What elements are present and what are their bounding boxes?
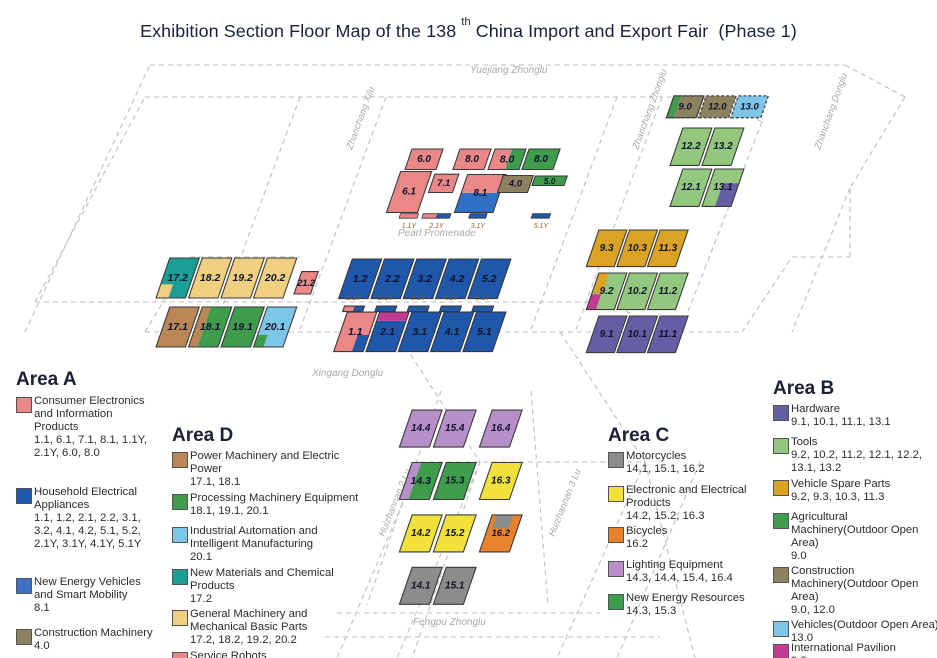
svg-text:Yuejiang Zhonglu: Yuejiang Zhonglu — [470, 65, 548, 76]
svg-text:17.2: 17.2 — [167, 272, 188, 284]
svg-text:4.2: 4.2 — [449, 273, 465, 285]
svg-text:16.2: 16.2 — [492, 528, 511, 539]
svg-text:8.0: 8.0 — [465, 154, 479, 165]
svg-text:7.1: 7.1 — [437, 178, 450, 189]
svg-text:1.1Y: 1.1Y — [346, 293, 362, 302]
svg-text:14.4: 14.4 — [411, 423, 431, 434]
svg-text:Huizhannan 3 Lu: Huizhannan 3 Lu — [547, 467, 584, 538]
svg-text:11.1: 11.1 — [658, 329, 677, 340]
svg-text:5.0: 5.0 — [544, 176, 556, 186]
svg-text:10.1: 10.1 — [627, 329, 647, 340]
svg-text:4.0: 4.0 — [508, 179, 523, 190]
svg-text:9.2: 9.2 — [600, 286, 614, 297]
svg-text:10.2: 10.2 — [627, 286, 647, 297]
svg-text:9.0: 9.0 — [679, 101, 693, 112]
svg-text:13.2: 13.2 — [713, 141, 733, 152]
svg-text:16.4: 16.4 — [491, 423, 511, 434]
svg-text:4.1: 4.1 — [444, 326, 460, 338]
svg-text:10.3: 10.3 — [627, 243, 647, 254]
svg-text:2.1: 2.1 — [379, 326, 395, 338]
svg-text:17.1: 17.1 — [167, 321, 188, 333]
svg-text:18.1: 18.1 — [200, 321, 221, 333]
svg-text:2.1Y: 2.1Y — [428, 223, 445, 230]
svg-text:8.1: 8.1 — [473, 188, 487, 199]
svg-text:13.1: 13.1 — [713, 182, 733, 193]
svg-text:9.1: 9.1 — [600, 329, 614, 340]
svg-text:11.3: 11.3 — [658, 243, 677, 254]
svg-text:15.3: 15.3 — [445, 476, 465, 487]
svg-text:5.2: 5.2 — [482, 273, 497, 285]
svg-text:12.1: 12.1 — [681, 182, 701, 193]
svg-text:19.1: 19.1 — [232, 321, 253, 333]
svg-text:12.2: 12.2 — [681, 141, 701, 152]
svg-text:15.4: 15.4 — [445, 423, 465, 434]
svg-text:11.2: 11.2 — [658, 286, 677, 297]
svg-text:5.1Y: 5.1Y — [534, 223, 550, 230]
svg-text:20.1: 20.1 — [264, 321, 286, 333]
svg-text:12.0: 12.0 — [708, 101, 727, 112]
svg-text:3.1: 3.1 — [413, 326, 428, 338]
svg-text:5.1: 5.1 — [477, 326, 492, 338]
svg-text:Fengpu Zhonglu: Fengpu Zhonglu — [413, 617, 486, 628]
svg-text:6.1: 6.1 — [402, 187, 416, 198]
svg-text:9.3: 9.3 — [600, 243, 614, 254]
svg-text:21.2: 21.2 — [296, 278, 315, 288]
svg-text:2.2: 2.2 — [384, 273, 400, 285]
svg-text:3.1Y: 3.1Y — [471, 223, 487, 230]
svg-text:5.1Y: 5.1Y — [475, 293, 491, 302]
svg-text:3.2: 3.2 — [417, 273, 432, 285]
svg-text:Xingang Donglu: Xingang Donglu — [311, 368, 384, 379]
svg-text:18.2: 18.2 — [200, 272, 221, 284]
svg-text:1.1Y: 1.1Y — [402, 223, 418, 230]
svg-text:16.3: 16.3 — [491, 476, 511, 487]
svg-text:20.2: 20.2 — [264, 272, 286, 284]
svg-text:1.1: 1.1 — [348, 326, 363, 338]
svg-text:3.1Y: 3.1Y — [411, 293, 427, 302]
svg-text:19.2: 19.2 — [232, 272, 253, 284]
svg-text:1.2: 1.2 — [353, 273, 368, 285]
svg-text:Zhanchang Xilu: Zhanchang Xilu — [344, 85, 378, 152]
svg-text:15.2: 15.2 — [445, 528, 465, 539]
svg-text:13.0: 13.0 — [740, 101, 759, 112]
svg-text:8.0: 8.0 — [534, 154, 548, 165]
svg-text:Zhanchang Donglu: Zhanchang Donglu — [812, 71, 850, 152]
svg-text:8.0: 8.0 — [500, 153, 515, 165]
svg-text:6.0: 6.0 — [417, 154, 431, 165]
svg-text:2.1Y: 2.1Y — [377, 293, 394, 302]
svg-text:4.1Y: 4.1Y — [443, 293, 459, 302]
svg-text:Zhanchang Zhonglu: Zhanchang Zhonglu — [630, 67, 670, 152]
svg-text:15.1: 15.1 — [445, 580, 465, 591]
